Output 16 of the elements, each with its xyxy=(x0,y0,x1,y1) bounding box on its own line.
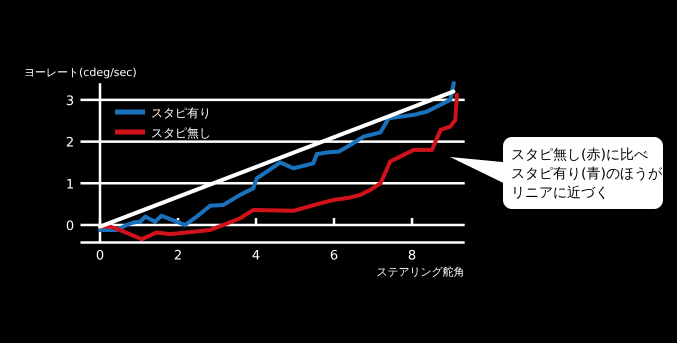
x-tick-label: 4 xyxy=(252,248,260,264)
x-tick-label: 0 xyxy=(96,248,104,264)
y-tick-label: 0 xyxy=(66,218,74,234)
text: スタピ無し(赤)に比べ xyxy=(511,147,648,163)
y-tick-label: 3 xyxy=(66,94,74,109)
legend-label: スタピ有り xyxy=(151,106,211,120)
x-tick-label: 8 xyxy=(408,248,416,264)
legend-label: スタピ無し xyxy=(151,126,211,140)
x-axis-title: ステアリング舵角 xyxy=(376,266,465,278)
x-tick-label: 6 xyxy=(330,248,338,264)
text: スタピ有り(青)のほうが xyxy=(511,166,663,182)
y-axis-title: ヨーレート(cdeg/sec) xyxy=(24,66,137,79)
y-tick-label: 2 xyxy=(66,136,74,151)
x-tick-label: 2 xyxy=(174,248,182,264)
y-tick-label: 1 xyxy=(66,177,74,192)
text: リニアに近づく xyxy=(511,185,609,201)
